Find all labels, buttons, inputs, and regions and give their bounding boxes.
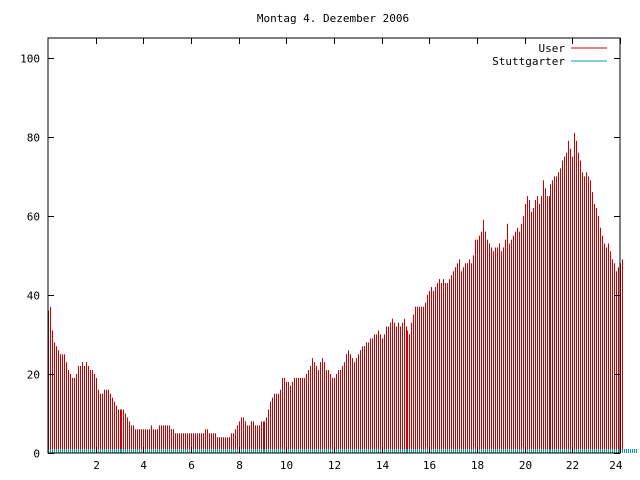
x-tick-label-24: 24	[609, 459, 623, 472]
x-tick-label-4: 4	[140, 459, 147, 472]
legend-label-stuttgarter: Stuttgarter	[492, 55, 565, 68]
y-tick-label-80: 80	[27, 132, 40, 145]
series-user-bars	[48, 132, 623, 453]
chart-title: Montag 4. Dezember 2006	[257, 12, 409, 25]
y-tick-label-0: 0	[33, 448, 40, 461]
x-axis: 2 4 6 8 10 12 14 16 18 20 22 24	[93, 38, 623, 472]
x-tick-label-20: 20	[519, 459, 532, 472]
x-tick-label-12: 12	[328, 459, 341, 472]
y-tick-label-100: 100	[20, 53, 40, 66]
x-tick-label-6: 6	[188, 459, 195, 472]
legend: User Stuttgarter	[492, 42, 607, 68]
y-tick-label-60: 60	[27, 211, 40, 224]
y-axis: 0 20 40 60 80 100	[20, 53, 620, 461]
y-tick-label-40: 40	[27, 290, 40, 303]
x-tick-label-8: 8	[236, 459, 243, 472]
x-tick-label-2: 2	[93, 459, 100, 472]
x-tick-label-22: 22	[566, 459, 579, 472]
x-tick-label-14: 14	[376, 459, 390, 472]
x-tick-label-10: 10	[280, 459, 293, 472]
x-tick-label-18: 18	[471, 459, 484, 472]
y-tick-label-20: 20	[27, 369, 40, 382]
legend-label-user: User	[539, 42, 566, 55]
series-stuttgarter-bars	[48, 449, 637, 453]
x-tick-label-16: 16	[423, 459, 436, 472]
